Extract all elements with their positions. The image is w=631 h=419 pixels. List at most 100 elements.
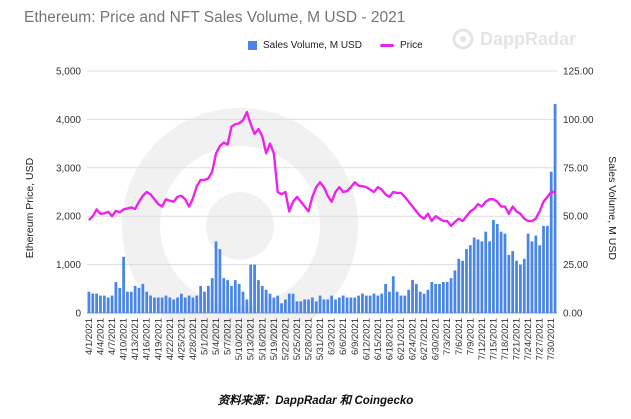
watermark-layer — [122, 108, 358, 344]
y-left-tick-label: 1,000 — [56, 260, 81, 271]
x-tick-label: 6/24/2021 — [408, 318, 419, 360]
sales-volume-bar — [276, 295, 280, 313]
x-tick-label: 7/27/2021 — [535, 318, 546, 360]
sales-volume-bar — [465, 249, 468, 313]
sales-volume-bar — [438, 283, 441, 313]
sales-volume-bar — [299, 301, 303, 313]
sales-volume-bar — [326, 299, 330, 313]
x-tick-label: 4/1/2021 — [84, 318, 95, 355]
sales-volume-bar — [534, 235, 538, 313]
sales-volume-bar — [237, 283, 241, 313]
x-tick-label: 5/10/2021 — [234, 318, 245, 360]
x-tick-label: 5/7/2021 — [223, 318, 234, 355]
x-tick-label: 4/10/2021 — [119, 318, 130, 360]
x-tick-label: 7/6/2021 — [454, 318, 465, 355]
sales-volume-bar — [133, 285, 137, 313]
x-tick-label: 4/22/2021 — [165, 318, 176, 360]
sales-volume-bar — [449, 278, 453, 313]
x-tick-label: 7/21/2021 — [512, 318, 523, 360]
x-tick-label: 4/16/2021 — [142, 318, 153, 360]
sales-volume-bar — [418, 291, 422, 313]
y-right-tick-label: 125.00 — [563, 67, 594, 78]
sales-volume-bar — [303, 299, 307, 313]
sales-volume-bar — [334, 299, 337, 313]
sales-volume-bar — [492, 220, 495, 313]
sales-volume-bar — [195, 295, 199, 313]
sales-volume-bar — [337, 297, 341, 313]
sales-volume-bar — [318, 295, 322, 313]
legend-swatch-sales — [248, 41, 257, 50]
sales-volume-bar — [149, 295, 152, 313]
sales-volume-bar — [164, 295, 168, 313]
sales-volume-bar — [476, 239, 480, 313]
sales-volume-bar — [314, 301, 318, 313]
sales-volume-bar — [106, 297, 110, 313]
x-tick-label: 5/22/2021 — [280, 318, 291, 360]
x-tick-label: 6/9/2021 — [350, 318, 361, 355]
sales-volume-bar — [141, 283, 145, 313]
x-tick-label: 5/4/2021 — [211, 318, 222, 355]
sales-volume-bar — [453, 270, 457, 313]
sales-volume-bar — [341, 295, 345, 313]
sales-volume-bar — [114, 282, 118, 313]
dappradar-watermark: DappRadar — [452, 28, 576, 50]
legend-item-price: Price — [379, 40, 423, 51]
sales-volume-bar — [495, 223, 499, 313]
legend: Sales Volume, M USD Price — [248, 40, 423, 51]
sales-volume-bar — [160, 297, 164, 313]
sales-volume-bar — [95, 293, 99, 313]
sales-volume-bar — [380, 293, 384, 313]
sales-volume-bar — [99, 295, 102, 313]
sales-volume-bar — [233, 280, 237, 313]
sales-volume-bar — [384, 283, 387, 313]
y-left-tick-label: 4,000 — [56, 115, 81, 126]
sales-volume-bar — [176, 297, 179, 313]
sales-volume-bar — [519, 264, 522, 313]
sales-volume-bar — [210, 278, 214, 313]
x-tick-label: 7/15/2021 — [488, 318, 499, 360]
sales-volume-bar — [553, 103, 557, 313]
sales-volume-bar — [222, 278, 226, 313]
sales-volume-bar — [218, 249, 222, 313]
sales-volume-bar — [472, 237, 476, 313]
sales-volume-bar — [403, 295, 407, 313]
sales-volume-bar — [549, 171, 553, 313]
x-tick-label: 6/3/2021 — [327, 318, 338, 355]
sales-volume-bar — [434, 283, 438, 313]
x-tick-label: 6/18/2021 — [384, 318, 395, 360]
price-line — [88, 110, 556, 228]
legend-item-sales: Sales Volume, M USD — [248, 40, 362, 51]
x-tick-label: 4/19/2021 — [153, 318, 164, 360]
x-tick-label: 5/16/2021 — [257, 318, 268, 360]
y-right-tick-label: 0.00 — [563, 309, 583, 320]
legend-swatch-price — [379, 44, 394, 47]
sales-volume-bar — [91, 293, 95, 313]
sales-volume-bar — [461, 260, 464, 313]
dappradar-logo-icon — [452, 28, 474, 50]
x-tick-label: 5/13/2021 — [246, 318, 257, 360]
y-axis-right-ticks: 125.00 100.00 75.00 50.00 25.00 0.00 — [563, 67, 594, 320]
x-tick-label: 4/28/2021 — [188, 318, 199, 360]
sales-volume-bar — [542, 225, 545, 313]
sales-volume-bar — [395, 291, 399, 313]
sales-volume-bar — [129, 291, 133, 313]
sales-volume-bar — [249, 264, 253, 313]
sales-volume-bar — [310, 297, 314, 313]
sales-volume-bar — [411, 280, 414, 313]
sales-volume-bar — [503, 233, 507, 313]
sales-volume-bar — [284, 299, 287, 313]
x-tick-label: 7/9/2021 — [465, 318, 476, 355]
sales-volume-bar — [214, 241, 218, 313]
x-tick-label: 6/30/2021 — [431, 318, 442, 360]
sales-volume-bar — [484, 231, 488, 313]
sales-volume-bar — [268, 293, 272, 313]
x-tick-label: 7/30/2021 — [546, 318, 557, 360]
sales-volume-bar — [191, 297, 195, 313]
y-left-tick-label: 3,000 — [56, 163, 81, 174]
x-tick-label: 6/27/2021 — [419, 318, 430, 360]
sales-volume-bar — [245, 299, 249, 313]
sales-volume-bar — [322, 299, 326, 313]
sales-volume-bar — [361, 293, 364, 313]
sales-volume-bar — [260, 285, 264, 313]
